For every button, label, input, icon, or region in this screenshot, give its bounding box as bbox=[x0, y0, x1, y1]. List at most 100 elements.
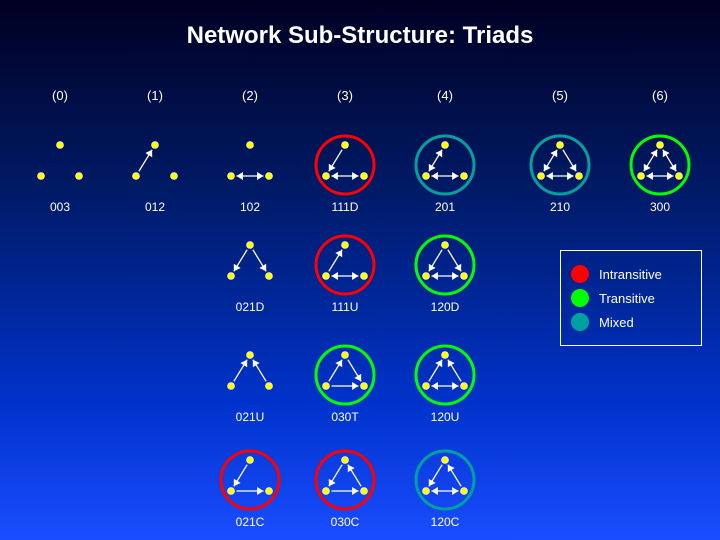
arrowhead-icon bbox=[432, 172, 438, 180]
triad-label: 201 bbox=[410, 200, 480, 214]
triad-node bbox=[461, 488, 468, 495]
triad-201 bbox=[411, 131, 479, 199]
triad-node bbox=[657, 142, 664, 149]
legend-row: Mixed bbox=[571, 313, 691, 331]
triad-node bbox=[171, 173, 178, 180]
column-header: (3) bbox=[315, 88, 375, 103]
triad-label: 102 bbox=[215, 200, 285, 214]
legend-row: Transitive bbox=[571, 289, 691, 307]
arrowhead-icon bbox=[452, 382, 458, 390]
triad-111D bbox=[311, 131, 379, 199]
arrowhead-icon bbox=[452, 172, 458, 180]
legend-swatch-intransitive bbox=[571, 265, 589, 283]
column-header: (0) bbox=[30, 88, 90, 103]
triad-node bbox=[266, 173, 273, 180]
triad-node bbox=[228, 383, 235, 390]
triad-111U bbox=[311, 231, 379, 299]
triad-node bbox=[442, 457, 449, 464]
triad-node bbox=[228, 488, 235, 495]
triad-003 bbox=[26, 131, 94, 199]
arrowhead-icon bbox=[567, 172, 573, 180]
arrowhead-icon bbox=[352, 487, 358, 495]
triad-node bbox=[557, 142, 564, 149]
legend-swatch-transitive bbox=[571, 289, 589, 307]
arrowhead-icon bbox=[257, 172, 263, 180]
arrowhead-icon bbox=[667, 172, 673, 180]
arrowhead-icon bbox=[352, 172, 358, 180]
triad-node bbox=[638, 173, 645, 180]
triad-node bbox=[676, 173, 683, 180]
triad-node bbox=[442, 352, 449, 359]
triad-node bbox=[266, 383, 273, 390]
arrowhead-icon bbox=[352, 382, 358, 390]
legend-label: Transitive bbox=[599, 291, 655, 306]
triad-030T bbox=[311, 341, 379, 409]
triad-label: 030T bbox=[310, 410, 380, 424]
triad-node bbox=[576, 173, 583, 180]
triad-021D bbox=[216, 231, 284, 299]
arrowhead-icon bbox=[332, 272, 338, 280]
triad-node bbox=[323, 488, 330, 495]
triad-node bbox=[423, 273, 430, 280]
column-header: (5) bbox=[530, 88, 590, 103]
arrowhead-icon bbox=[352, 272, 358, 280]
triad-label: 111D bbox=[310, 200, 380, 214]
triad-120U bbox=[411, 341, 479, 409]
triad-label: 120U bbox=[410, 410, 480, 424]
triad-node bbox=[361, 173, 368, 180]
legend-label: Mixed bbox=[599, 315, 634, 330]
legend-row: Intransitive bbox=[571, 265, 691, 283]
triad-label: 003 bbox=[25, 200, 95, 214]
arrowhead-icon bbox=[647, 172, 653, 180]
triad-node bbox=[228, 273, 235, 280]
triad-node bbox=[323, 383, 330, 390]
triad-label: 021U bbox=[215, 410, 285, 424]
legend-box: Intransitive Transitive Mixed bbox=[560, 250, 702, 346]
triad-node bbox=[76, 173, 83, 180]
arrowhead-icon bbox=[432, 382, 438, 390]
triad-node bbox=[228, 173, 235, 180]
triad-node bbox=[461, 273, 468, 280]
triad-210 bbox=[526, 131, 594, 199]
arrowhead-icon bbox=[452, 487, 458, 495]
triad-node bbox=[323, 273, 330, 280]
triad-label: 021C bbox=[215, 515, 285, 529]
triad-label: 021D bbox=[215, 300, 285, 314]
triad-node bbox=[442, 242, 449, 249]
triad-node bbox=[247, 457, 254, 464]
arrowhead-icon bbox=[257, 487, 263, 495]
arrowhead-icon bbox=[332, 172, 338, 180]
triad-node bbox=[461, 173, 468, 180]
triad-label: 300 bbox=[625, 200, 695, 214]
triad-node bbox=[423, 488, 430, 495]
triad-node bbox=[423, 383, 430, 390]
arrowhead-icon bbox=[547, 172, 553, 180]
arrowhead-icon bbox=[452, 272, 458, 280]
triad-node bbox=[361, 488, 368, 495]
triad-300 bbox=[626, 131, 694, 199]
triad-node bbox=[38, 173, 45, 180]
triad-node bbox=[342, 242, 349, 249]
triad-label: 120C bbox=[410, 515, 480, 529]
page-title: Network Sub-Structure: Triads bbox=[0, 22, 720, 50]
triad-node bbox=[461, 383, 468, 390]
triad-node bbox=[266, 488, 273, 495]
triad-node bbox=[442, 142, 449, 149]
triad-label: 012 bbox=[120, 200, 190, 214]
triad-node bbox=[342, 457, 349, 464]
arrowhead-icon bbox=[432, 272, 438, 280]
column-header: (1) bbox=[125, 88, 185, 103]
arrowhead-icon bbox=[237, 172, 243, 180]
legend-swatch-mixed bbox=[571, 313, 589, 331]
triad-030C bbox=[311, 446, 379, 514]
triad-node bbox=[342, 352, 349, 359]
triad-node bbox=[247, 242, 254, 249]
triad-120C bbox=[411, 446, 479, 514]
triad-node bbox=[342, 142, 349, 149]
triad-node bbox=[152, 142, 159, 149]
triad-120D bbox=[411, 231, 479, 299]
triad-node bbox=[423, 173, 430, 180]
triad-node bbox=[323, 173, 330, 180]
column-header: (6) bbox=[630, 88, 690, 103]
triad-node bbox=[57, 142, 64, 149]
